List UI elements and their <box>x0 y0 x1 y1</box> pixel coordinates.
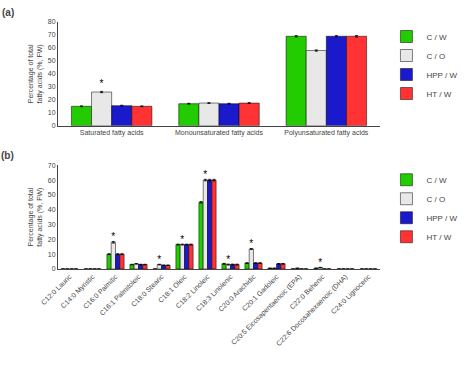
svg-text:10: 10 <box>48 109 56 116</box>
svg-text:HPP / W: HPP / W <box>426 214 457 223</box>
svg-text:*: * <box>226 254 230 265</box>
svg-text:50: 50 <box>48 57 56 64</box>
svg-text:0: 0 <box>52 265 56 272</box>
svg-text:*: * <box>318 257 322 268</box>
svg-text:Polyunsaturated fatty acids: Polyunsaturated fatty acids <box>284 129 369 137</box>
svg-text:*: * <box>180 234 184 245</box>
svg-text:C12:0 Lauric: C12:0 Lauric <box>40 273 73 306</box>
svg-text:0: 0 <box>52 122 56 129</box>
svg-text:Saturated fatty acids: Saturated fatty acids <box>80 129 144 137</box>
svg-text:HT / W: HT / W <box>426 90 451 99</box>
svg-text:Monounsaturated fatty acids: Monounsaturated fatty acids <box>175 129 263 137</box>
svg-text:30: 30 <box>48 221 56 228</box>
svg-text:C22:6 Docosahexaenoic (DHA): C22:6 Docosahexaenoic (DHA) <box>275 273 350 348</box>
svg-text:C18:1 Oleic: C18:1 Oleic <box>157 273 188 304</box>
svg-text:C20:1 Gadoleic: C20:1 Gadoleic <box>241 273 280 312</box>
svg-text:*: * <box>157 254 161 265</box>
svg-text:30: 30 <box>48 83 56 90</box>
svg-text:10: 10 <box>48 251 56 258</box>
svg-text:HT / W: HT / W <box>426 233 451 242</box>
svg-text:C / W: C / W <box>426 176 446 185</box>
svg-text:C20:5 Eicosapentaenoic (EPA): C20:5 Eicosapentaenoic (EPA) <box>230 273 304 347</box>
svg-text:C / O: C / O <box>426 195 445 204</box>
svg-text:C16:0 Palmitic: C16:0 Palmitic <box>82 273 119 310</box>
svg-text:(b): (b) <box>1 150 14 161</box>
svg-text:C14:0 Myristic: C14:0 Myristic <box>59 273 96 310</box>
svg-text:C / W: C / W <box>426 33 446 42</box>
svg-text:C20:0 Arachidic: C20:0 Arachidic <box>217 273 257 313</box>
svg-text:50: 50 <box>48 191 56 198</box>
svg-text:60: 60 <box>48 177 56 184</box>
svg-text:20: 20 <box>48 96 56 103</box>
svg-text:70: 70 <box>48 31 56 38</box>
svg-text:(a): (a) <box>2 7 14 18</box>
svg-text:Percentage of totalfatty acids: Percentage of totalfatty acids (%, FW) <box>27 44 44 103</box>
svg-text:70: 70 <box>48 162 56 169</box>
svg-text:C18:2 Linoleic: C18:2 Linoleic <box>174 273 211 310</box>
svg-text:*: * <box>249 238 253 249</box>
svg-text:C24:0 Lignoceric: C24:0 Lignoceric <box>330 273 373 316</box>
svg-text:C18:0 Stearic: C18:0 Stearic <box>130 273 165 308</box>
svg-text:HPP / W: HPP / W <box>426 71 457 80</box>
svg-text:20: 20 <box>48 236 56 243</box>
svg-text:C / O: C / O <box>426 52 445 61</box>
svg-text:C16:1 Palmitoleic: C16:1 Palmitoleic <box>98 273 142 317</box>
svg-text:*: * <box>100 78 104 89</box>
svg-text:*: * <box>203 169 207 180</box>
svg-text:40: 40 <box>48 70 56 77</box>
svg-text:C18:3 Linolenic: C18:3 Linolenic <box>195 273 234 312</box>
svg-text:80: 80 <box>48 18 56 25</box>
svg-text:40: 40 <box>48 206 56 213</box>
svg-text:*: * <box>111 231 115 242</box>
svg-text:C22:0 Behenic: C22:0 Behenic <box>288 273 326 311</box>
svg-text:60: 60 <box>48 44 56 51</box>
svg-text:Percentage of totalfatty acids: Percentage of totalfatty acids (%, FW) <box>27 187 44 246</box>
